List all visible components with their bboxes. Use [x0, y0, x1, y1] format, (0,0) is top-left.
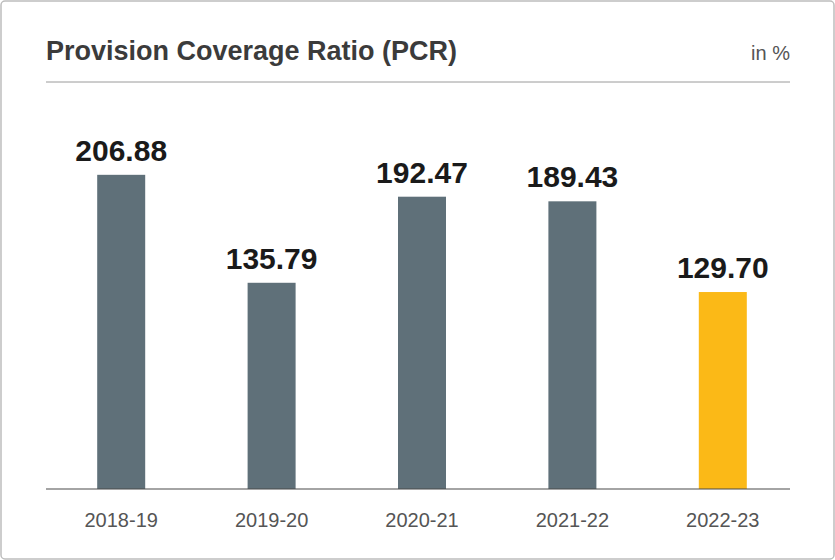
x-axis [46, 488, 790, 489]
bar [248, 283, 296, 489]
x-tick-label: 2022-23 [686, 509, 759, 531]
card-frame [1, 1, 834, 559]
x-tick-label: 2020-21 [385, 509, 458, 531]
labels: 206.88 2018-19 135.79 2019-20 192.47 2020-21 1… [75, 134, 768, 531]
unit-label: in % [751, 42, 790, 64]
x-tick-label: 2019-20 [235, 509, 308, 531]
bar [97, 175, 145, 489]
data-label: 206.88 [75, 134, 167, 167]
data-label: 189.43 [527, 160, 619, 193]
chart-container: Provision Coverage Ratio (PCR) in % 206.88… [0, 0, 835, 560]
bar [699, 292, 747, 489]
bar [548, 201, 596, 489]
data-label: 135.79 [226, 242, 318, 275]
data-label: 192.47 [376, 156, 468, 189]
bars [97, 175, 747, 489]
x-tick-label: 2018-19 [84, 509, 157, 531]
title: Provision Coverage Ratio (PCR) [46, 36, 457, 66]
data-label: 129.70 [677, 251, 769, 284]
bar [398, 197, 446, 489]
chart-svg: Provision Coverage Ratio (PCR) in % 206.88… [0, 0, 835, 560]
x-tick-label: 2021-22 [536, 509, 609, 531]
range-top-line [46, 82, 790, 83]
